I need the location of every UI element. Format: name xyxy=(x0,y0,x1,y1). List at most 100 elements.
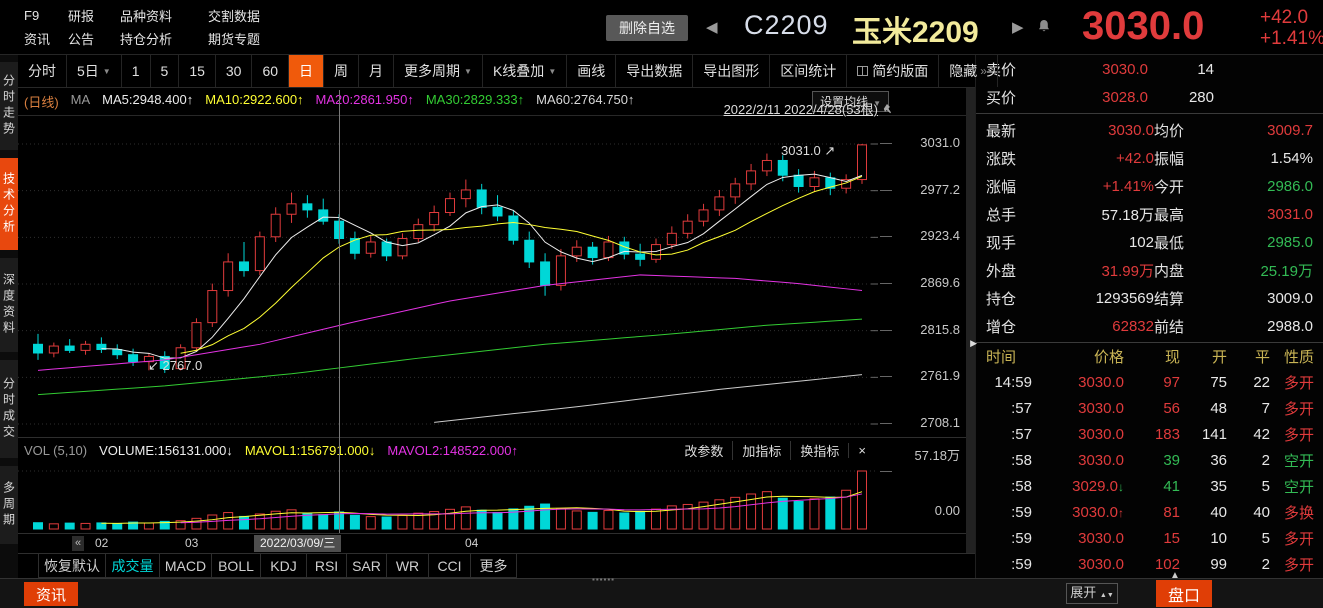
indicator-tab-恢复默认[interactable]: 恢复默认 xyxy=(38,554,106,578)
kline-chart[interactable] xyxy=(18,116,878,438)
rewind-icon[interactable]: « xyxy=(72,536,85,551)
splitter-handle-icon[interactable]: ▪▪▪▪▪▪ xyxy=(592,575,616,584)
collapse-panel-arrow-icon[interactable]: ▶ xyxy=(970,338,977,348)
visible-range-label[interactable]: 2022/2/11 2022/4/28(53根) xyxy=(724,99,893,118)
toolbar-item[interactable]: 导出图形 xyxy=(693,55,771,87)
indicator-button[interactable]: 换指标 xyxy=(790,441,848,460)
bid-price: 3028.0 xyxy=(1102,88,1148,106)
quote-row: 最新 3030.0 均价 3009.7 xyxy=(976,116,1323,144)
prev-contract-arrow-icon[interactable]: ◀ xyxy=(706,19,718,36)
trade-row[interactable]: :59 3030.0 15 10 5 多开 xyxy=(976,525,1323,551)
trade-open: 48 xyxy=(1210,399,1227,417)
quote-value: 2985.0 xyxy=(1267,233,1313,251)
trade-close: 2 xyxy=(1261,451,1270,469)
pankou-button[interactable]: 盘口 xyxy=(1156,580,1212,607)
toolbar-item[interactable]: 周 xyxy=(324,55,360,87)
indicator-tab-WR[interactable]: WR xyxy=(387,554,429,578)
chart-scrollbar[interactable]: ▶ xyxy=(966,88,977,553)
toolbar-item[interactable]: 60 xyxy=(252,55,290,87)
indicator-tab-MACD[interactable]: MACD xyxy=(160,554,212,578)
next-contract-arrow-icon[interactable]: ▶ xyxy=(1012,19,1024,36)
bottom-bar: ▪▪▪▪▪▪ ▲ 资讯 展开 ▲▼ 盘口 xyxy=(0,570,1323,608)
toolbar-item[interactable]: 5日 ▼ xyxy=(67,55,122,87)
expand-button[interactable]: 展开 ▲▼ xyxy=(1066,583,1118,604)
indicator-tab-更多[interactable]: 更多 xyxy=(471,554,517,578)
toolbar-item[interactable]: 更多周期 ▼ xyxy=(394,55,483,87)
close-indicator-icon[interactable]: × xyxy=(848,443,875,458)
time-axis-label: 04 xyxy=(465,536,479,550)
quote-label: 总手 xyxy=(986,206,1017,224)
trade-close: 2 xyxy=(1261,555,1270,573)
indicator-tab-BOLL[interactable]: BOLL xyxy=(212,554,261,578)
toolbar-item[interactable]: 分时 xyxy=(18,55,67,87)
toolbar-item[interactable]: 简约版面 xyxy=(847,55,940,87)
trade-time: :59 xyxy=(1011,503,1032,521)
delete-watchlist-button[interactable]: 删除自选 xyxy=(606,15,688,41)
trade-row[interactable]: :59 3030.0↑ 81 40 40 多换 xyxy=(976,499,1323,525)
menu-item[interactable]: 品种资料 xyxy=(120,9,173,24)
indicator-tab-SAR[interactable]: SAR xyxy=(347,554,387,578)
sidebar-item-2[interactable]: 技术分析 xyxy=(0,158,18,250)
news-button[interactable]: 资讯 xyxy=(24,582,78,606)
indicator-tab-CCI[interactable]: CCI xyxy=(429,554,471,578)
trade-row[interactable]: :58 3029.0↓ 41 35 5 空开 xyxy=(976,473,1323,499)
trade-current: 183 xyxy=(1154,425,1180,443)
toolbar-item[interactable]: 隐藏» xyxy=(939,55,998,87)
quote-value: 25.19万 xyxy=(1260,262,1313,280)
divider xyxy=(976,113,1323,114)
expand-up-arrow-icon[interactable]: ▲ xyxy=(1170,570,1180,581)
toolbar-item[interactable]: 30 xyxy=(216,55,253,87)
vol-indicator-label: VOL (5,10) xyxy=(24,443,88,458)
trade-row[interactable]: :59 3030.0 102 99 2 多开 xyxy=(976,551,1323,577)
toolbar-item[interactable]: 区间统计 xyxy=(770,55,848,87)
menu-item[interactable]: 持仓分析 xyxy=(120,32,173,47)
indicator-button[interactable]: 加指标 xyxy=(732,441,790,460)
toolbar-item[interactable]: 日 xyxy=(289,55,325,87)
ask-label: 卖价 xyxy=(986,61,1017,79)
quote-label: 今开 xyxy=(1154,178,1185,196)
sidebar-item-5[interactable]: 多周期 xyxy=(0,466,18,544)
volume-chart[interactable] xyxy=(18,463,878,533)
alert-bell-icon[interactable] xyxy=(1036,18,1052,39)
indicator-buttons: 改参数 加指标 换指标 × xyxy=(675,441,875,460)
menu-item[interactable]: 研报 xyxy=(68,9,95,24)
ma-settings-button[interactable]: 设置均线 ▼ xyxy=(812,91,889,112)
trade-row[interactable]: 14:59 3030.0 97 75 22 多开 xyxy=(976,369,1323,395)
indicator-tab-KDJ[interactable]: KDJ xyxy=(261,554,307,578)
trade-nature: 多开 xyxy=(1283,556,1314,574)
trade-open: 75 xyxy=(1210,373,1227,391)
trade-row[interactable]: :58 3030.0 39 36 2 空开 xyxy=(976,447,1323,473)
toolbar-item-label: 周 xyxy=(334,63,349,79)
quote-row: 外盘 31.99万 内盘 25.19万 xyxy=(976,256,1323,284)
indicator-button[interactable]: 改参数 xyxy=(684,444,724,459)
volume-axis-tick xyxy=(880,471,892,472)
toolbar-item-label: 15 xyxy=(189,63,205,79)
contract-code: C2209 xyxy=(744,10,829,40)
indicator-tab-成交量[interactable]: 成交量 xyxy=(106,554,160,578)
price-axis-label: 3031.0 xyxy=(920,135,960,150)
indicator-tab-RSI[interactable]: RSI xyxy=(307,554,347,578)
ma-value: MA30:2829.333↑ xyxy=(425,92,525,107)
toolbar-item[interactable]: 画线 xyxy=(567,55,617,87)
trade-row[interactable]: :57 3030.0 56 48 7 多开 xyxy=(976,395,1323,421)
sidebar-item-3[interactable]: 深度资料 xyxy=(0,258,18,352)
toolbar-item[interactable]: K线叠加 ▼ xyxy=(483,55,568,87)
menu-item[interactable]: 期货专题 xyxy=(208,32,261,47)
trade-time: :59 xyxy=(1011,555,1032,573)
trade-row[interactable]: :57 3030.0 183 141 42 多开 xyxy=(976,421,1323,447)
toolbar-item[interactable]: 1 xyxy=(122,55,151,87)
menu-item[interactable]: 资讯 xyxy=(24,32,51,47)
price-axis-label: 2977.2 xyxy=(920,181,960,197)
quote-label: 前结 xyxy=(1154,318,1185,336)
toolbar-item[interactable]: 15 xyxy=(179,55,216,87)
toolbar-item[interactable]: 月 xyxy=(359,55,395,87)
sidebar-item-4[interactable]: 分时成交 xyxy=(0,360,18,458)
toolbar-item-label: 更多周期 xyxy=(404,63,461,79)
trade-current: 15 xyxy=(1163,529,1180,547)
menu-item[interactable]: 交割数据 xyxy=(208,9,261,24)
sidebar-item-1[interactable]: 分时走势 xyxy=(0,62,18,150)
menu-item[interactable]: 公告 xyxy=(68,32,95,47)
toolbar-item[interactable]: 导出数据 xyxy=(616,55,694,87)
menu-item[interactable]: F9 xyxy=(24,8,40,23)
toolbar-item[interactable]: 5 xyxy=(151,55,180,87)
